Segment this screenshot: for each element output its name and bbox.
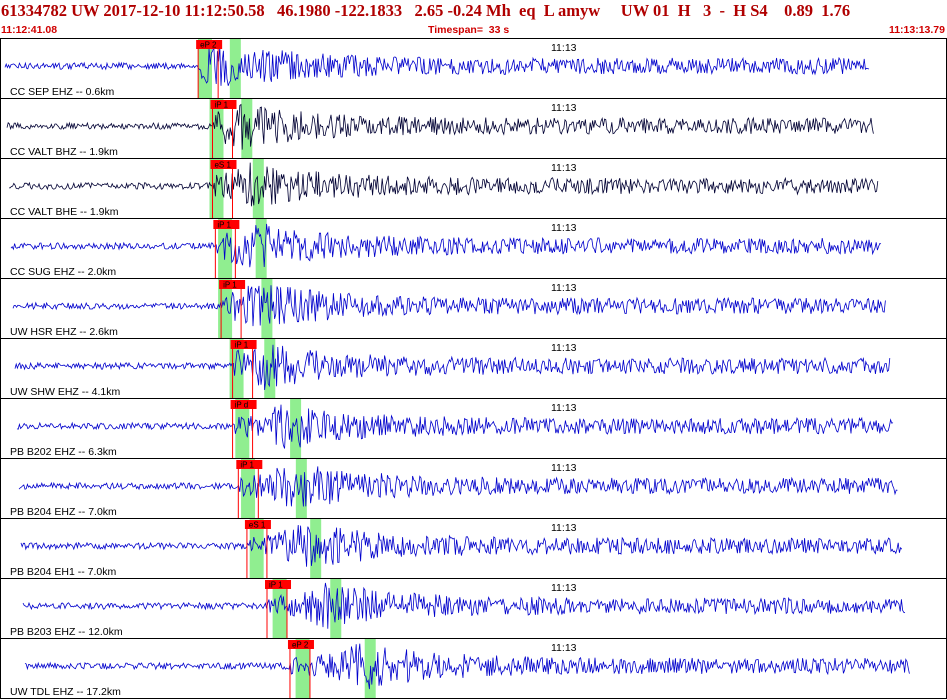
seismogram-panel[interactable]: eP 2 11:13 CC SEP EHZ -- 0.6km iP 1 11:13 CC … [0,38,947,700]
station-label: PB B204 EHZ -- 7.0km [10,506,117,518]
trace-row[interactable]: eS 1 11:13 CC VALT BHE -- 1.9km [0,158,947,219]
waveform-line [22,582,906,629]
trace-row[interactable]: iP d 11:13 PB B202 EHZ -- 6.3km [0,398,947,459]
s-window-highlight [249,519,264,578]
waveform-line [12,285,886,327]
pick-label: iP d [235,401,249,410]
pick-label: eS 1 [249,521,266,530]
s-window-highlight [255,219,267,278]
trace-panel-border [0,398,947,459]
time-mark-label: 11:13 [551,522,577,534]
time-mark-label: 11:13 [551,402,577,414]
pick-label-box[interactable] [219,280,246,289]
pick-label-box[interactable] [213,220,240,229]
trace-row[interactable]: iP 1 11:13 CC VALT BHZ -- 1.9km [0,98,947,159]
trace-row[interactable]: iP 1 11:13 UW HSR EHZ -- 2.6km [0,278,947,339]
time-mark-label: 11:13 [551,342,577,354]
waveform-line [10,223,882,268]
time-mark-label: 11:13 [551,162,577,174]
timespan-label: Timespan= 33 s [428,24,510,36]
pick-label-box[interactable] [230,400,257,409]
seismogram-svg[interactable]: eP 2 11:13 CC SEP EHZ -- 0.6km iP 1 11:13 CC … [0,38,947,700]
time-mark-label: 11:13 [551,102,577,114]
pick-label-box[interactable] [236,460,263,469]
s-window-highlight [261,279,273,338]
waveform-line [6,103,874,150]
pick-label-box[interactable] [265,580,292,589]
s-window-highlight [295,459,307,518]
pick-label: iP 1 [269,581,283,590]
station-label: PB B203 EHZ -- 12.0km [10,626,123,638]
station-label: CC SUG EHZ -- 2.0km [10,266,116,278]
s-window-highlight [241,459,256,518]
pick-label: eP 2 [292,641,309,650]
event-header: 61334782 UW 2017-12-10 11:12:50.58 46.19… [0,0,947,38]
pick-label-box[interactable] [244,520,271,529]
time-mark-label: 11:13 [551,582,577,594]
s-window-highlight [290,399,302,458]
station-label: PB B202 EHZ -- 6.3km [10,446,117,458]
trace-row[interactable]: eP 2 11:13 CC SEP EHZ -- 0.6km [0,38,947,99]
s-window-highlight [264,339,276,398]
s-window-highlight [295,639,310,698]
time-mark-label: 11:13 [551,462,577,474]
pick-label: iP 1 [240,461,254,470]
pick-label: iP 1 [214,101,228,110]
pick-label: iP 1 [223,281,237,290]
time-mark-label: 11:13 [551,222,577,234]
trace-panel-border [0,98,947,159]
station-label: UW HSR EHZ -- 2.6km [10,326,118,338]
time-mark-label: 11:13 [551,42,577,54]
trace-row[interactable]: eS 1 11:13 PB B204 EH1 -- 7.0km [0,518,947,579]
station-label: CC SEP EHZ -- 0.6km [10,86,114,98]
trace-row[interactable]: iP 1 11:13 CC SUG EHZ -- 2.0km [0,218,947,279]
trace-row[interactable]: iP 1 11:13 PB B204 EHZ -- 7.0km [0,458,947,519]
pick-label-box[interactable] [210,160,237,169]
waveform-line [18,466,898,507]
station-label: UW SHW EHZ -- 4.1km [10,386,120,398]
s-window-highlight [272,579,287,638]
pick-label: eP 2 [200,41,217,50]
pick-label: iP 1 [235,341,249,350]
station-label: CC VALT BHZ -- 1.9km [10,146,118,158]
pick-label: eS 1 [214,161,231,170]
station-label: CC VALT BHE -- 1.9km [10,206,119,218]
pick-label-box[interactable] [287,640,314,649]
time-mark-label: 11:13 [551,282,577,294]
s-window-highlight [229,39,241,98]
waveform-line [24,643,910,690]
trace-row[interactable]: eP 2 11:13 UW TDL EHZ -- 17.2km [0,638,947,699]
time-mark-label: 11:13 [551,642,577,654]
pick-label-box[interactable] [210,100,237,109]
pick-label: iP 1 [217,221,231,230]
waveform-line [20,524,903,567]
start-time: 11:12:41.08 [1,24,58,36]
end-time: 11:13:13.79 [888,24,945,36]
station-label: PB B204 EH1 -- 7.0km [10,566,116,578]
trace-row[interactable]: iP 1 11:13 PB B203 EHZ -- 12.0km [0,578,947,639]
event-summary: 61334782 UW 2017-12-10 11:12:50.58 46.19… [1,1,851,20]
pick-label-box[interactable] [196,40,223,49]
waveform-line [4,46,870,86]
waveform-line [16,404,894,449]
trace-panel-border [0,158,947,219]
trace-panel-border [0,518,947,579]
waveform-line [9,162,879,207]
station-label: UW TDL EHZ -- 17.2km [10,686,121,698]
pick-label-box[interactable] [230,340,257,349]
trace-row[interactable]: iP 1 11:13 UW SHW EHZ -- 4.1km [0,338,947,399]
s-window-highlight [235,399,250,458]
waveform-line [14,344,891,390]
